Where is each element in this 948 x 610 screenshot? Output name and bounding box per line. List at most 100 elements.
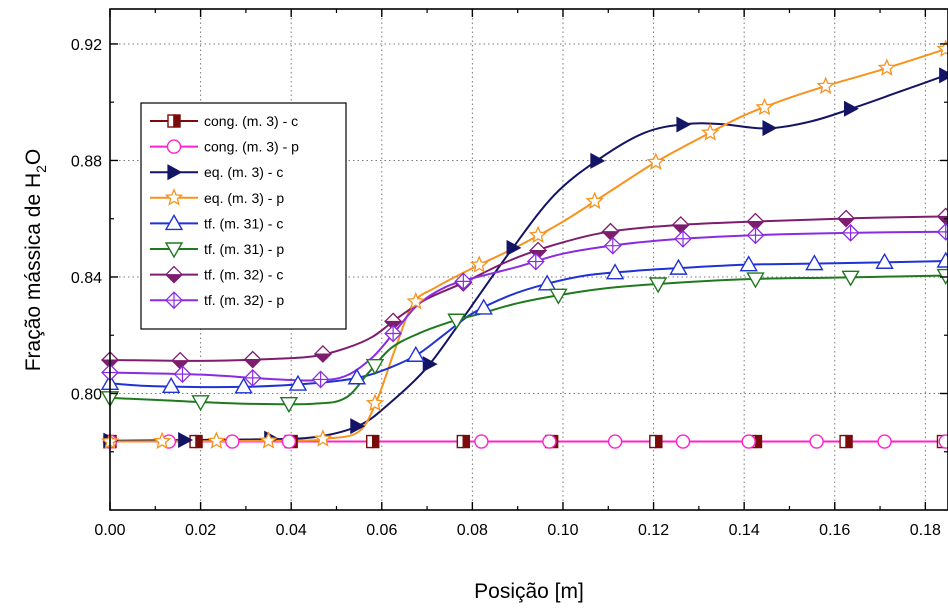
series-5-point [605,263,625,280]
series-2-point [474,434,489,449]
y-axis-title: Fração mássica de H2O [22,149,49,372]
series-2-point [281,434,297,449]
series-line-3 [110,73,948,442]
x-tick-label: 0.16 [819,522,850,539]
series-8-point [746,226,765,245]
x-tick-label: 0.00 [94,522,125,539]
series-2-point [938,434,948,449]
series-5-point [406,345,425,362]
legend-item: tf. (m. 32) - c [150,265,283,284]
y-axis-title-subscript: 2 [33,165,49,173]
legend-label: tf. (m. 32) - c [204,267,283,283]
x-tick-label: 0.14 [729,522,760,539]
legend-item: cong. (m. 3) - c [150,113,298,129]
series-8-point [841,223,860,242]
legend-label: eq. (m. 3) - p [204,190,284,206]
y-tick-label: 0.92 [71,37,102,54]
series-4-point [365,393,385,412]
x-tick-label: 0.08 [457,522,488,539]
series-4-point [816,76,835,95]
series-5-point [234,377,253,394]
series-7-point [601,222,620,241]
series-line-5 [110,260,948,389]
series-5-point [805,254,824,271]
series-2-point [877,434,892,449]
series-8-point [674,229,692,248]
series-5-point [875,252,894,269]
series-6-point [841,270,860,287]
series-3-point [350,418,366,435]
series-7-point [313,345,333,363]
series-2-point [225,434,240,449]
series-6-point [746,272,765,289]
series-3-point [178,432,194,449]
y-axis-title-prefix: Fração mássica de H [22,173,45,371]
series-4-point [936,39,948,57]
series-markers [100,39,948,450]
series-8-point [311,370,330,389]
x-tick-label: 0.18 [910,522,941,539]
series-1-point [456,434,471,449]
legend-label: cong. (m. 3) - p [204,139,299,155]
series-4-point [528,225,548,244]
legend-label: tf. (m. 31) - c [204,215,283,231]
legend-item: tf. (m. 31) - c [150,213,283,231]
legend-item: cong. (m. 3) - p [150,139,299,155]
series-4-point [470,255,489,273]
legend-item: tf. (m. 32) - p [150,291,284,310]
y-axis-title-suffix: O [22,149,45,165]
axis-ticks [109,9,948,510]
series-2-point [741,434,756,449]
series-4-point [313,429,333,447]
series-1-point [189,434,203,449]
series-2-point [607,434,623,449]
x-tick-label: 0.02 [185,522,216,539]
series-3-point [676,116,692,133]
series-7-point [671,216,690,234]
y-tick-label: 0.80 [71,386,102,403]
series-3-point [590,152,606,169]
series-4-point [406,291,426,310]
series-4-point [207,431,226,449]
series-4-point [755,97,774,116]
x-tick-label: 0.06 [366,522,397,539]
series-5-point [474,298,493,315]
series-1-point [839,434,853,449]
legend-label: cong. (m. 3) - c [204,113,298,129]
series-line-8 [110,230,948,382]
series-8-point [526,252,545,271]
series-6-point [279,396,299,414]
series-2-point [809,434,824,449]
series-8-point [603,236,622,255]
legend-label: tf. (m. 32) - p [204,292,284,308]
series-3-point [422,356,438,373]
legend-item: eq. (m. 3) - p [150,188,284,206]
series-4-point [877,58,897,76]
series-4-point [700,123,720,141]
legend-label: tf. (m. 31) - p [204,241,284,257]
series-1-point [366,434,380,449]
legend-swatch-marker [164,242,184,259]
series-6-point [648,277,668,294]
series-6-point [191,395,210,412]
legend-swatch-marker [164,188,184,206]
legend-swatch-marker [165,291,183,310]
series-5-point [739,255,758,272]
series-3-point [844,100,859,117]
series-8-point [454,272,473,291]
series-7-point [243,350,262,369]
series-3-point [506,239,522,256]
series-2-point [675,434,691,449]
legend-label: eq. (m. 3) - c [204,164,283,180]
legend-item: tf. (m. 31) - p [150,241,284,259]
x-tick-label: 0.04 [276,522,307,539]
series-8-point [173,365,192,384]
y-tick-label: 0.88 [71,153,102,170]
series-5-point [537,274,557,291]
series-4-point [646,152,665,170]
series-8-point [384,324,403,343]
series-1-point [649,434,663,449]
series-4-point [585,191,604,210]
series-3-point [762,120,778,137]
